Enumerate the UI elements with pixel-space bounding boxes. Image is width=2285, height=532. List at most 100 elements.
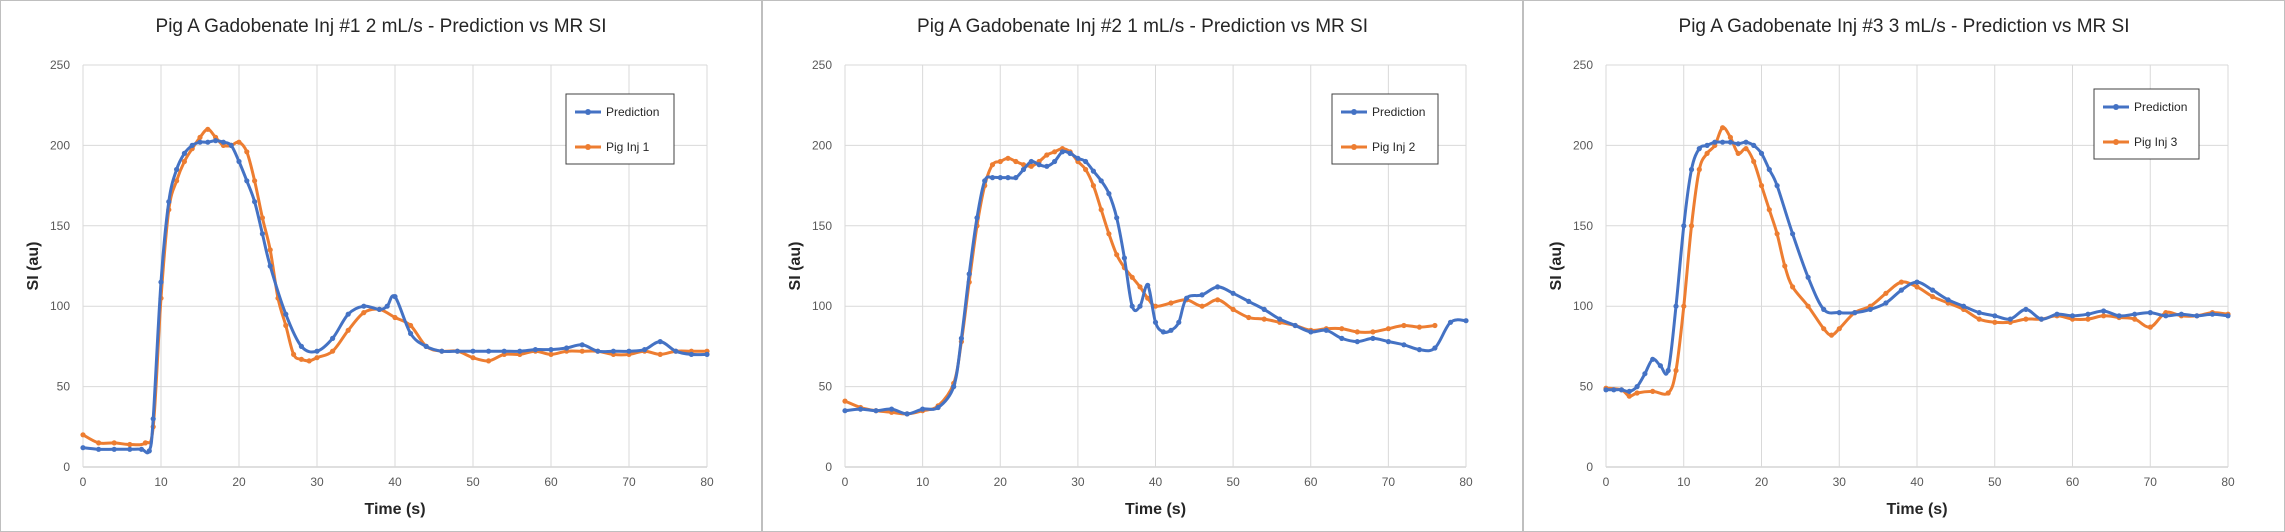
x-tick-label: 30 [1833, 475, 1847, 489]
data-point-measured [1930, 294, 1936, 300]
data-point-measured [486, 358, 492, 364]
data-point-prediction [314, 348, 320, 354]
data-point-prediction [1766, 166, 1772, 173]
data-point-prediction [1098, 178, 1104, 184]
data-point-prediction [704, 351, 710, 357]
data-point-measured [1145, 295, 1151, 301]
data-point-measured [1828, 332, 1835, 338]
data-point-measured [1152, 303, 1159, 309]
data-point-prediction [470, 348, 476, 354]
legend: Prediction Pig Inj 3 [2093, 88, 2200, 160]
chart-frame [1523, 0, 2285, 532]
x-tick-label: 50 [1988, 475, 2002, 489]
data-point-prediction [2116, 313, 2122, 319]
data-point-prediction [96, 446, 102, 452]
data-point-prediction [80, 445, 86, 451]
x-tick-label: 60 [544, 475, 558, 489]
data-point-prediction [1028, 158, 1034, 165]
x-tick-label: 60 [1304, 475, 1318, 489]
data-point-prediction [610, 348, 617, 354]
data-point-measured [2085, 316, 2091, 322]
data-point-measured [1782, 263, 1788, 269]
data-point-prediction [1961, 303, 1967, 309]
data-point-prediction [252, 199, 258, 205]
data-point-prediction [111, 446, 117, 452]
data-point-measured [1370, 329, 1376, 335]
data-point-measured [306, 358, 312, 364]
data-point-measured [1401, 322, 1407, 329]
data-point-measured [142, 440, 148, 446]
data-point-measured [1626, 393, 1632, 399]
y-tick-label: 50 [819, 380, 833, 394]
y-tick-label: 0 [1586, 460, 1593, 474]
data-point-prediction [1044, 163, 1050, 169]
data-point-prediction [1650, 356, 1656, 362]
data-point-measured [283, 322, 289, 329]
data-point-measured [579, 348, 585, 354]
x-tick-label: 70 [1382, 475, 1396, 489]
data-point-prediction [1852, 310, 1858, 316]
data-point-prediction [517, 348, 523, 354]
data-point-prediction [1121, 255, 1127, 261]
data-point-measured [1883, 290, 1889, 296]
data-point-measured [330, 348, 336, 354]
data-point-prediction [267, 263, 273, 269]
chart-title: Pig A Gadobenate Inj #2 1 mL/s - Predict… [917, 16, 1368, 37]
data-point-measured [1992, 319, 1998, 325]
data-point-measured [1106, 231, 1112, 237]
data-point-prediction [1712, 139, 1718, 145]
data-point-measured [291, 351, 297, 357]
data-point-measured [1339, 326, 1345, 332]
data-point-prediction [439, 348, 445, 354]
data-point-prediction [1642, 371, 1648, 377]
data-point-measured [361, 310, 367, 316]
data-point-prediction [150, 416, 156, 422]
data-point-prediction [857, 406, 864, 412]
x-tick-label: 0 [842, 475, 849, 489]
data-point-prediction [1013, 175, 1019, 181]
data-point-measured [1634, 390, 1640, 396]
data-point-measured [1090, 183, 1096, 189]
data-point-measured [1914, 284, 1920, 290]
chart-svg-1: Pig A Gadobenate Inj #1 2 mL/s - Predict… [0, 0, 762, 532]
data-point-measured [1836, 326, 1842, 332]
data-point-prediction [283, 311, 289, 317]
data-point-prediction [2147, 310, 2153, 316]
data-point-prediction [423, 343, 429, 349]
data-point-prediction [1704, 142, 1710, 148]
data-point-measured [1129, 274, 1135, 280]
data-point-prediction [1184, 295, 1190, 301]
data-point-measured [1005, 155, 1011, 161]
data-point-measured [1665, 390, 1671, 396]
data-point-prediction [1059, 149, 1065, 155]
data-point-prediction [1751, 142, 1757, 148]
data-point-prediction [1005, 175, 1011, 181]
data-point-prediction [1354, 339, 1360, 345]
chart-title: Pig A Gadobenate Inj #1 2 mL/s - Predict… [156, 16, 607, 37]
data-point-prediction [2163, 313, 2169, 319]
data-point-measured [96, 440, 102, 446]
data-point-prediction [1836, 310, 1842, 316]
legend-label-prediction: Prediction [606, 105, 659, 119]
data-point-prediction [966, 271, 972, 277]
data-point-measured [470, 355, 476, 361]
data-point-prediction [1323, 327, 1329, 333]
data-point-prediction [361, 303, 367, 309]
data-point-prediction [982, 178, 988, 184]
chart-title: Pig A Gadobenate Inj #3 3 mL/s - Predict… [1679, 16, 2130, 37]
data-point-prediction [1720, 139, 1726, 145]
y-tick-label: 250 [1573, 58, 1593, 72]
data-point-prediction [1883, 300, 1889, 306]
data-point-prediction [298, 343, 304, 349]
x-tick-label: 20 [994, 475, 1008, 489]
y-axis-title: SI (au) [1548, 242, 1565, 291]
chart-panel-1: Pig A Gadobenate Inj #1 2 mL/s - Predict… [0, 0, 762, 532]
data-point-prediction [1774, 183, 1780, 189]
x-tick-label: 10 [154, 475, 168, 489]
data-point-measured [259, 215, 265, 221]
data-point-measured [1416, 324, 1422, 330]
data-point-measured [1230, 306, 1236, 312]
x-tick-label: 40 [388, 475, 402, 489]
data-point-prediction [1261, 306, 1267, 312]
data-point-prediction [2209, 311, 2215, 317]
